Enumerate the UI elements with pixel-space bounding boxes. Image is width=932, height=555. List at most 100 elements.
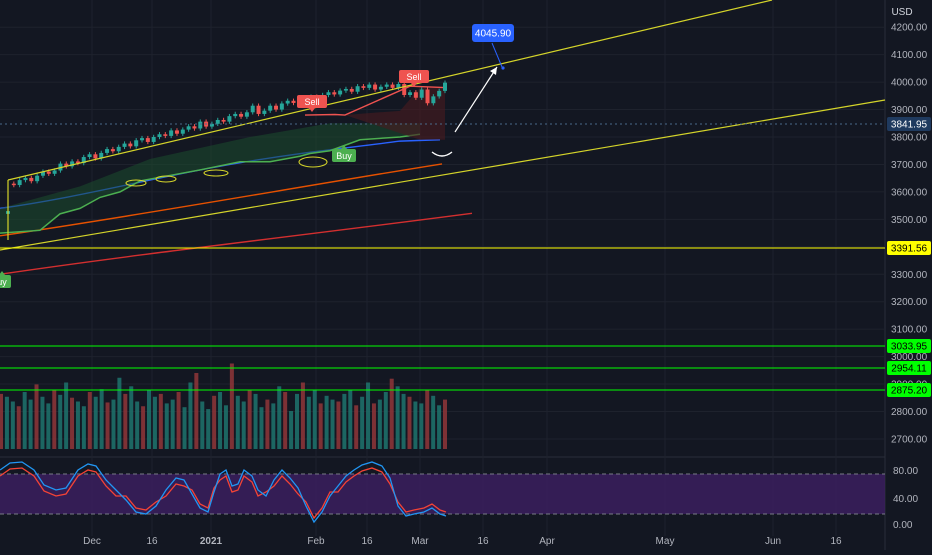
signal-box xyxy=(399,70,429,83)
candle-body xyxy=(332,92,337,95)
candle-body xyxy=(262,110,267,114)
volume-bar xyxy=(22,392,27,449)
candle-body xyxy=(402,84,407,96)
signal-text: uy xyxy=(0,277,7,287)
volume-bar xyxy=(401,393,406,449)
volume-bar xyxy=(81,406,86,449)
candle-body xyxy=(157,134,162,137)
swing-low-ellipse xyxy=(298,156,328,168)
candle-body xyxy=(52,170,57,174)
price-badge-box xyxy=(887,361,931,375)
volume-bar xyxy=(277,386,282,449)
volume-bar xyxy=(93,396,98,449)
volume-bar xyxy=(383,392,388,449)
volume-bar xyxy=(46,403,51,449)
price-tick-label: 4100.00 xyxy=(891,50,928,61)
time-axis[interactable]: Dec 16 2021 Feb 16 Mar 16 Apr May Jun 16 xyxy=(83,536,842,547)
price-tick-label: 3100.00 xyxy=(891,325,928,336)
price-tick-label: 3700.00 xyxy=(891,160,928,171)
time-tick-label: Feb xyxy=(307,536,325,547)
candle-body xyxy=(221,119,226,122)
time-tick-label: 2021 xyxy=(200,536,223,547)
volume-bar xyxy=(206,409,211,449)
candle-body xyxy=(75,161,80,164)
volume-bar xyxy=(40,396,45,449)
volume-bar xyxy=(111,399,116,449)
candle-body xyxy=(338,90,343,95)
candle-body xyxy=(174,130,179,134)
signal-box xyxy=(297,95,327,108)
volume-bar xyxy=(75,401,80,449)
volume-bar xyxy=(431,395,436,449)
swing-low-ellipse xyxy=(125,179,147,187)
volume-bar xyxy=(377,399,382,449)
signal-pointer xyxy=(309,108,315,112)
price-badge-text: 3033.95 xyxy=(891,342,928,353)
signal-pointer xyxy=(411,83,417,87)
volume-bar xyxy=(443,399,447,449)
time-tick-label: Jun xyxy=(765,536,781,547)
volume-bar xyxy=(164,403,169,449)
stoch-band xyxy=(0,474,885,514)
candle-body xyxy=(373,84,378,90)
candle-body xyxy=(343,88,348,91)
buy-signal-label: uy xyxy=(0,271,11,288)
supertrend-fill xyxy=(0,123,420,234)
target-label: 4045.90 xyxy=(472,24,514,42)
candle-body xyxy=(215,119,220,124)
signal-box xyxy=(0,275,11,288)
volume-bar xyxy=(58,394,63,449)
time-tick-label: 16 xyxy=(830,536,842,547)
price-badge-text: 3841.95 xyxy=(891,120,928,131)
candle-body xyxy=(425,89,430,104)
signal-pointer xyxy=(341,145,347,149)
candle-body xyxy=(355,86,360,92)
volume-bar xyxy=(235,395,240,449)
indicator-lines xyxy=(0,85,473,275)
candle-body xyxy=(11,183,16,186)
price-badge-box xyxy=(887,117,931,131)
volume-bar xyxy=(318,403,323,449)
supertrend-sell-line xyxy=(304,85,446,116)
price-tick-label: 4200.00 xyxy=(891,23,928,34)
drawings[interactable]: 4045.90 Sell Sell Buy uy xyxy=(0,0,886,391)
price-tick-label: 3300.00 xyxy=(891,270,928,281)
ma-long-line xyxy=(0,212,473,275)
target-point xyxy=(501,66,505,70)
volume-bar xyxy=(241,401,246,449)
candle-body xyxy=(70,161,75,167)
price-tick-label: 3200.00 xyxy=(891,297,928,308)
candle-body xyxy=(349,88,354,92)
volume-bar xyxy=(324,395,329,449)
volume-bar xyxy=(247,390,252,449)
time-tick-label: 16 xyxy=(361,536,373,547)
volume-bar xyxy=(176,392,181,449)
volume-bar xyxy=(342,393,347,449)
volume-bar xyxy=(395,386,400,449)
volume-bar xyxy=(117,377,122,449)
candle-body xyxy=(239,113,244,117)
price-axis[interactable]: 4200.00 4100.00 4000.00 3900.00 3800.00 3700.… xyxy=(891,23,928,531)
bottom-arc-marker xyxy=(431,151,453,157)
volume-bar xyxy=(300,382,305,449)
swing-low-ellipse xyxy=(155,175,177,183)
candle-body xyxy=(151,137,156,142)
price-badge-text: 3391.56 xyxy=(891,244,928,255)
candle-body xyxy=(93,154,98,159)
candle-body xyxy=(378,86,383,90)
candle-body xyxy=(163,134,168,136)
volume-bar xyxy=(200,401,205,449)
candle-body xyxy=(116,146,121,152)
volume-bar xyxy=(0,393,3,449)
volume-bar xyxy=(407,396,412,449)
time-tick-label: 16 xyxy=(146,536,158,547)
volume-bar xyxy=(218,392,223,449)
stoch-k-line xyxy=(0,461,447,524)
candle-body xyxy=(140,138,145,141)
target-arrow-head xyxy=(490,67,497,75)
volume-bar xyxy=(147,390,151,449)
target-label-text: 4045.90 xyxy=(475,29,512,40)
